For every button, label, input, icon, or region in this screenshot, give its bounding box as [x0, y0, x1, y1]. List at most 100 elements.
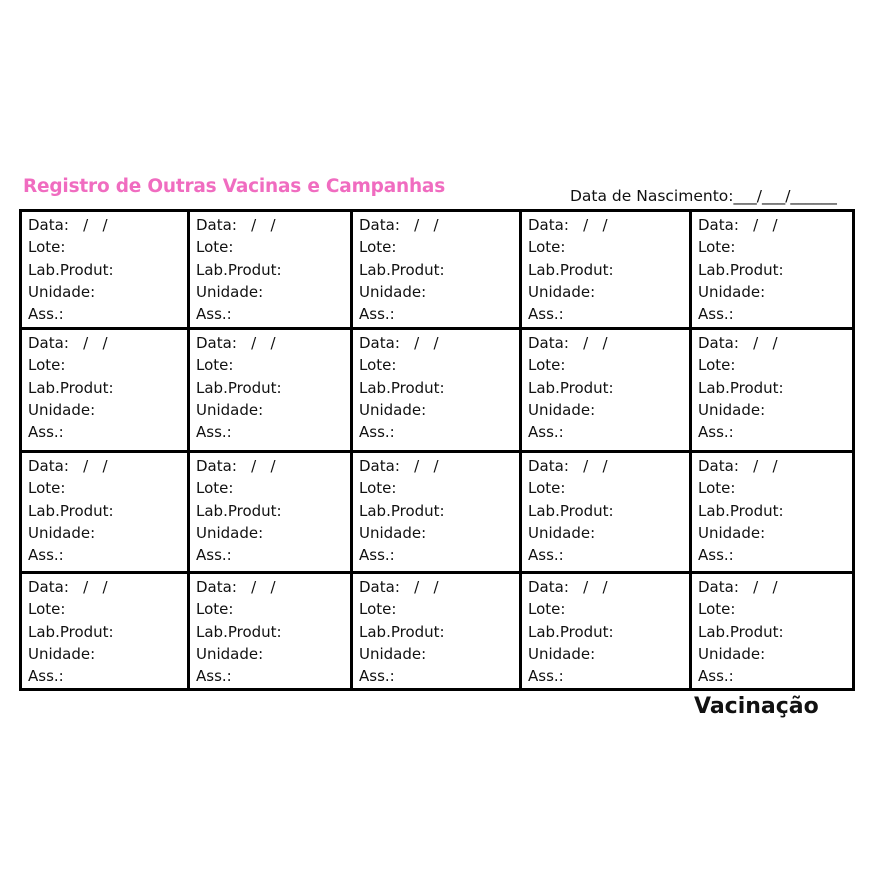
- footer-label: Vacinação: [694, 694, 819, 719]
- field-lab: Lab.Produt:: [359, 260, 445, 279]
- field-lab: Lab.Produt:: [698, 260, 784, 279]
- field-lote: Lote:: [528, 238, 566, 257]
- field-unidade: Unidade:: [196, 523, 264, 542]
- vaccine-record-cell: Data: / / Lote: Lab.Produt: Unidade: Ass.:: [187, 327, 353, 453]
- field-unidade: Unidade:: [359, 523, 427, 542]
- field-unidade: Unidade:: [698, 400, 766, 419]
- field-data: Data: / /: [28, 334, 108, 352]
- field-data: Data: / /: [28, 457, 108, 475]
- field-lab: Lab.Produt:: [28, 501, 114, 520]
- vaccine-record-cell: Data: / / Lote: Lab.Produt: Unidade: Ass.:: [350, 209, 522, 330]
- field-unidade: Unidade:: [528, 523, 596, 542]
- vaccine-record-cell: Data: / / Lote: Lab.Produt: Unidade: Ass.:: [19, 571, 190, 691]
- field-lote: Lote:: [196, 600, 234, 619]
- field-data: Data: / /: [28, 578, 108, 596]
- field-lote: Lote:: [698, 479, 736, 498]
- field-ass: Ass.:: [528, 305, 564, 324]
- field-lote: Lote:: [28, 479, 66, 498]
- field-unidade: Unidade:: [528, 282, 596, 301]
- field-lote: Lote:: [359, 238, 397, 257]
- field-lote: Lote:: [698, 238, 736, 257]
- birth-date-field: Data de Nascimento:___/___/______: [570, 187, 837, 205]
- field-unidade: Unidade:: [359, 400, 427, 419]
- field-lote: Lote:: [28, 600, 66, 619]
- vaccine-record-cell: Data: / / Lote: Lab.Produt: Unidade: Ass.:: [689, 571, 855, 691]
- field-data: Data: / /: [698, 578, 778, 596]
- field-lote: Lote:: [196, 238, 234, 257]
- field-lab: Lab.Produt:: [698, 378, 784, 397]
- vaccine-record-cell: Data: / / Lote: Lab.Produt: Unidade: Ass.:: [19, 450, 190, 574]
- field-data: Data: / /: [28, 216, 108, 234]
- field-unidade: Unidade:: [359, 644, 427, 663]
- field-lab: Lab.Produt:: [528, 622, 614, 641]
- field-lote: Lote:: [528, 356, 566, 375]
- field-unidade: Unidade:: [28, 644, 96, 663]
- field-data: Data: / /: [359, 334, 439, 352]
- field-lote: Lote:: [196, 479, 234, 498]
- vaccine-record-cell: Data: / / Lote: Lab.Produt: Unidade: Ass.:: [19, 209, 190, 330]
- field-lab: Lab.Produt:: [359, 378, 445, 397]
- field-lab: Lab.Produt:: [196, 378, 282, 397]
- vaccine-record-cell: Data: / / Lote: Lab.Produt: Unidade: Ass.:: [350, 450, 522, 574]
- field-data: Data: / /: [196, 334, 276, 352]
- vaccine-record-cell: Data: / / Lote: Lab.Produt: Unidade: Ass.:: [689, 327, 855, 453]
- field-unidade: Unidade:: [528, 400, 596, 419]
- field-data: Data: / /: [698, 334, 778, 352]
- field-ass: Ass.:: [359, 305, 395, 324]
- field-lab: Lab.Produt:: [28, 622, 114, 641]
- field-unidade: Unidade:: [28, 523, 96, 542]
- vaccine-record-cell: Data: / / Lote: Lab.Produt: Unidade: Ass.:: [19, 327, 190, 453]
- field-ass: Ass.:: [196, 546, 232, 565]
- field-data: Data: / /: [359, 216, 439, 234]
- field-data: Data: / /: [698, 457, 778, 475]
- field-unidade: Unidade:: [698, 644, 766, 663]
- vaccine-record-cell: Data: / / Lote: Lab.Produt: Unidade: Ass.:: [519, 327, 692, 453]
- field-ass: Ass.:: [528, 667, 564, 686]
- field-data: Data: / /: [698, 216, 778, 234]
- field-data: Data: / /: [359, 457, 439, 475]
- field-data: Data: / /: [528, 334, 608, 352]
- field-lab: Lab.Produt:: [28, 260, 114, 279]
- field-unidade: Unidade:: [196, 400, 264, 419]
- vaccine-record-cell: Data: / / Lote: Lab.Produt: Unidade: Ass.:: [689, 450, 855, 574]
- field-lote: Lote:: [28, 238, 66, 257]
- field-ass: Ass.:: [28, 423, 64, 442]
- field-lab: Lab.Produt:: [528, 501, 614, 520]
- field-unidade: Unidade:: [196, 282, 264, 301]
- field-unidade: Unidade:: [528, 644, 596, 663]
- field-lab: Lab.Produt:: [196, 260, 282, 279]
- field-ass: Ass.:: [359, 423, 395, 442]
- field-lab: Lab.Produt:: [196, 622, 282, 641]
- vaccine-record-cell: Data: / / Lote: Lab.Produt: Unidade: Ass.:: [187, 209, 353, 330]
- field-ass: Ass.:: [698, 667, 734, 686]
- vaccine-record-grid: Data: / / Lote: Lab.Produt: Unidade: Ass.: Da…: [19, 209, 855, 691]
- field-ass: Ass.:: [359, 667, 395, 686]
- vaccine-record-cell: Data: / / Lote: Lab.Produt: Unidade: Ass.:: [350, 327, 522, 453]
- field-lote: Lote:: [698, 356, 736, 375]
- field-ass: Ass.:: [698, 546, 734, 565]
- field-ass: Ass.:: [528, 546, 564, 565]
- field-data: Data: / /: [196, 578, 276, 596]
- field-ass: Ass.:: [196, 305, 232, 324]
- field-lab: Lab.Produt:: [359, 622, 445, 641]
- field-lab: Lab.Produt:: [196, 501, 282, 520]
- field-ass: Ass.:: [698, 305, 734, 324]
- field-data: Data: / /: [528, 578, 608, 596]
- vaccine-record-cell: Data: / / Lote: Lab.Produt: Unidade: Ass.:: [187, 571, 353, 691]
- field-lab: Lab.Produt:: [28, 378, 114, 397]
- field-unidade: Unidade:: [698, 282, 766, 301]
- field-ass: Ass.:: [528, 423, 564, 442]
- field-lab: Lab.Produt:: [359, 501, 445, 520]
- field-unidade: Unidade:: [359, 282, 427, 301]
- field-ass: Ass.:: [28, 546, 64, 565]
- field-data: Data: / /: [528, 216, 608, 234]
- field-lab: Lab.Produt:: [698, 501, 784, 520]
- vaccine-record-cell: Data: / / Lote: Lab.Produt: Unidade: Ass.:: [689, 209, 855, 330]
- field-lote: Lote:: [528, 600, 566, 619]
- field-lote: Lote:: [359, 479, 397, 498]
- field-data: Data: / /: [528, 457, 608, 475]
- vaccine-record-cell: Data: / / Lote: Lab.Produt: Unidade: Ass.:: [519, 209, 692, 330]
- vaccine-record-cell: Data: / / Lote: Lab.Produt: Unidade: Ass.:: [519, 571, 692, 691]
- field-lote: Lote:: [698, 600, 736, 619]
- field-data: Data: / /: [359, 578, 439, 596]
